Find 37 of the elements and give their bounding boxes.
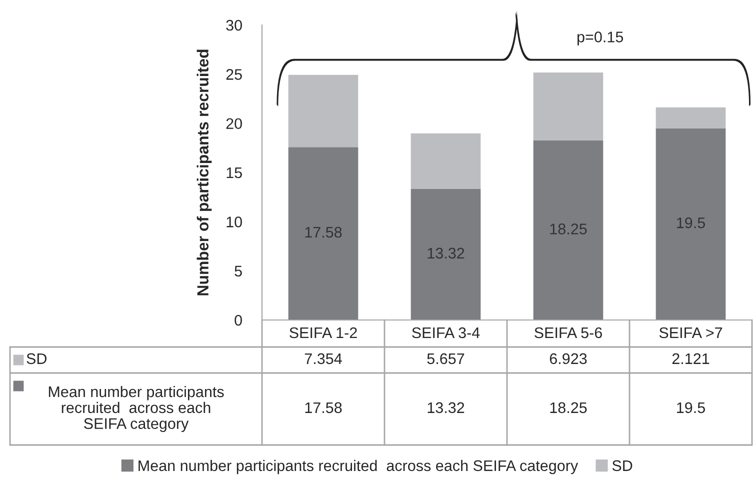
data-label: 19.5 — [677, 402, 705, 414]
data-label: 6.923 — [550, 353, 587, 364]
legend-label: SD — [612, 460, 632, 472]
text: 19.5 — [677, 217, 705, 228]
legend-label: Mean number participants recruited across each SEIFA category — [48, 386, 224, 432]
annotation: p=0.15 — [578, 32, 624, 46]
data-label: 18.25 — [550, 402, 587, 414]
data-label: 13.32 — [428, 402, 464, 414]
bar — [288, 147, 358, 320]
y-tick-label: 30 — [226, 20, 242, 31]
data-label: 2.121 — [672, 353, 710, 364]
text: Mean number participants recruited across each SEIFA category — [138, 460, 578, 474]
bar — [410, 189, 481, 320]
y-tick-label: 5 — [234, 266, 242, 277]
y-tick-label: 20 — [226, 118, 242, 130]
text: 17.58 — [305, 226, 342, 238]
bar — [533, 140, 604, 320]
bar — [288, 74, 358, 148]
bar — [656, 128, 726, 320]
y-tick-label: 10 — [226, 216, 242, 228]
data-label: 7.354 — [304, 353, 342, 364]
bar — [656, 107, 726, 128]
text: 13.32 — [428, 248, 464, 259]
data-label: 17.58 — [305, 402, 342, 414]
text: SD — [26, 353, 46, 364]
y-tick-label: 25 — [226, 69, 242, 80]
y-tick-label: 15 — [226, 168, 242, 178]
x-tick-label: SEIFA 3-4 — [412, 327, 480, 338]
y-axis-title: Number of participants recruited — [196, 50, 212, 296]
bar — [533, 72, 604, 141]
text: 18.25 — [550, 224, 587, 234]
x-tick-label: SEIFA 1-2 — [290, 327, 357, 338]
bar — [410, 133, 481, 190]
x-tick-label: SEIFA 5-6 — [534, 327, 602, 338]
x-tick-label: SEIFA >7 — [659, 327, 722, 338]
data-label: 5.657 — [427, 353, 464, 364]
y-tick-label: 0 — [234, 314, 242, 326]
